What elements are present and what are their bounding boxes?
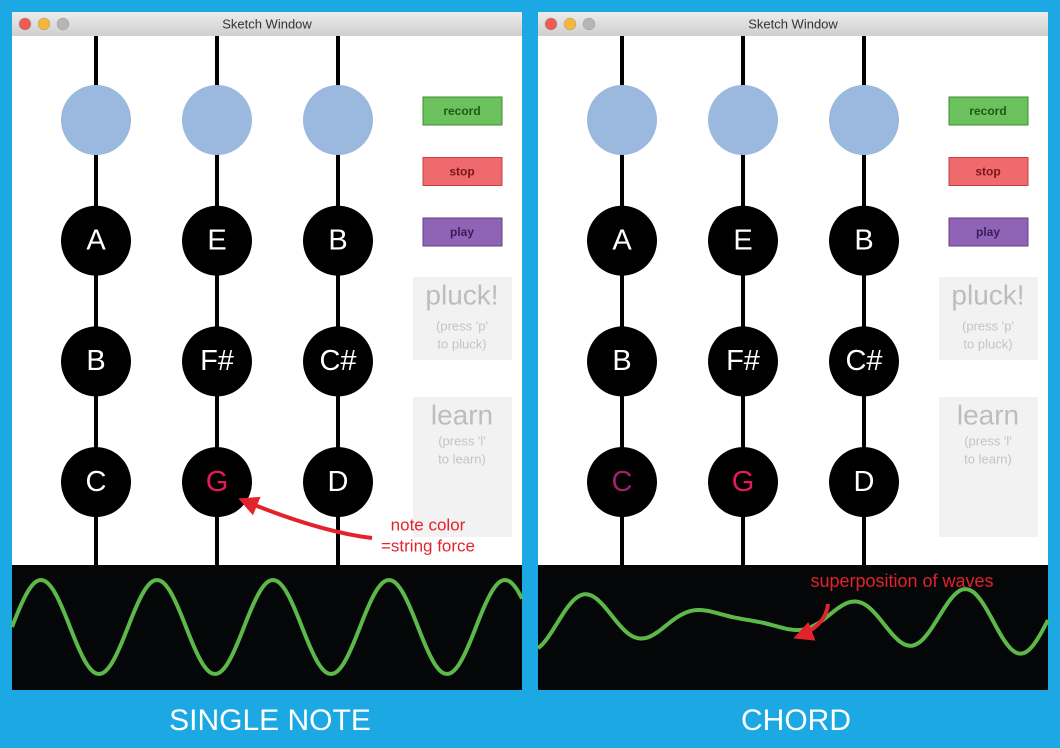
note-label: D [733, 104, 754, 136]
button-label: record [969, 104, 1006, 118]
note-label: B [86, 345, 105, 377]
note-circle [708, 205, 778, 276]
note-circle [182, 326, 252, 397]
button-stop[interactable] [422, 157, 503, 186]
pluck-hint: to pluck) [963, 336, 1012, 351]
window-control[interactable] [56, 17, 70, 31]
annotation: note color [391, 515, 466, 534]
note-circle [829, 447, 899, 518]
note-label: D [207, 104, 228, 136]
note-circle [182, 447, 252, 518]
learn-title: learn [957, 399, 1019, 430]
button-stop[interactable] [948, 157, 1029, 186]
window-control[interactable] [37, 17, 51, 31]
learn-hint: (press 'l' [964, 433, 1012, 448]
note-circle [708, 447, 778, 518]
window-control[interactable] [582, 17, 596, 31]
open-string-circle [587, 85, 657, 155]
note-circle [303, 205, 373, 276]
window-control[interactable] [563, 17, 577, 31]
note-circle [61, 326, 131, 397]
button-label: stop [975, 165, 1000, 179]
note-label: G [732, 466, 755, 498]
annotation-arrow [793, 603, 830, 641]
annotation-arrow [238, 496, 373, 540]
caption: SINGLE NOTE [169, 704, 371, 737]
note-label: F# [726, 345, 760, 377]
window-control[interactable] [544, 17, 558, 31]
button-record[interactable] [948, 96, 1029, 126]
pluck-panel[interactable] [939, 277, 1038, 360]
button-label: stop [449, 165, 474, 179]
note-label: C# [319, 345, 356, 377]
learn-title: learn [431, 399, 493, 430]
note-label: C [86, 466, 107, 498]
note-label: C# [845, 345, 882, 377]
pluck-hint: to pluck) [437, 336, 486, 351]
button-play[interactable] [422, 217, 503, 247]
note-label: F# [200, 345, 234, 377]
button-label: play [450, 225, 474, 239]
title-bar [12, 12, 522, 36]
note-label: D [328, 466, 349, 498]
note-label: A [86, 224, 106, 256]
note-circle [303, 326, 373, 397]
pluck-hint: (press 'p' [962, 318, 1014, 333]
window-title: Sketch Window [748, 16, 838, 31]
note-circle [61, 205, 131, 276]
note-label: E [733, 224, 752, 256]
learn-hint: (press 'l' [438, 433, 486, 448]
note-circle [61, 447, 131, 518]
window-control[interactable] [18, 17, 32, 31]
wave [536, 587, 1050, 656]
note-label: A [854, 104, 874, 136]
note-label: B [854, 224, 873, 256]
annotation: superposition of waves [810, 571, 993, 591]
note-circle [182, 205, 252, 276]
open-string-circle [303, 85, 373, 155]
learn-panel[interactable] [413, 397, 512, 537]
open-string-circle [61, 85, 131, 155]
annotation: =string force [381, 536, 475, 555]
note-label: B [612, 345, 631, 377]
pluck-title: pluck! [951, 279, 1024, 310]
note-label: A [612, 224, 632, 256]
learn-hint: to learn) [438, 451, 486, 466]
pluck-title: pluck! [425, 279, 498, 310]
note-label: C [612, 466, 633, 498]
note-circle [587, 326, 657, 397]
pluck-hint: (press 'p' [436, 318, 488, 333]
learn-hint: to learn) [964, 451, 1012, 466]
note-label: G [85, 104, 108, 136]
pluck-panel[interactable] [413, 277, 512, 360]
open-string-circle [708, 85, 778, 155]
note-label: G [611, 104, 634, 136]
note-label: D [854, 466, 875, 498]
caption: CHORD [741, 704, 851, 737]
open-string-circle [182, 85, 252, 155]
button-label: play [976, 225, 1000, 239]
note-circle [829, 326, 899, 397]
note-circle [587, 447, 657, 518]
wave [10, 578, 524, 676]
open-string-circle [829, 85, 899, 155]
button-play[interactable] [948, 217, 1029, 247]
learn-panel[interactable] [939, 397, 1038, 537]
note-label: G [206, 466, 229, 498]
note-label: A [328, 104, 348, 136]
button-label: record [443, 104, 480, 118]
note-label: E [207, 224, 226, 256]
note-circle [829, 205, 899, 276]
title-bar [538, 12, 1048, 36]
note-circle [708, 326, 778, 397]
button-record[interactable] [422, 96, 503, 126]
note-label: B [328, 224, 347, 256]
note-circle [587, 205, 657, 276]
window-title: Sketch Window [222, 16, 312, 31]
note-circle [303, 447, 373, 518]
